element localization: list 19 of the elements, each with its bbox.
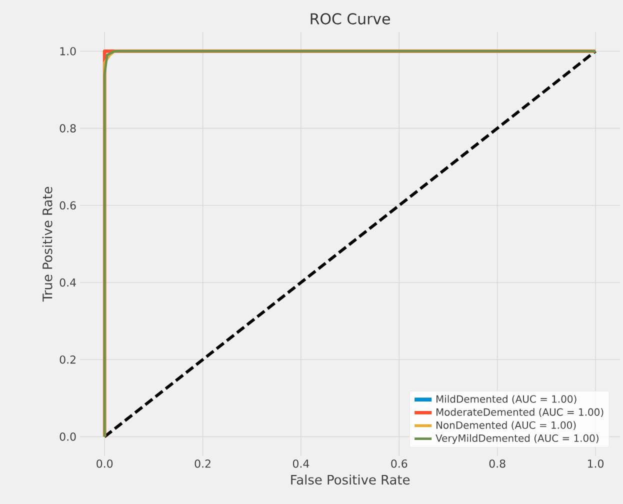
legend-label: VeryMildDemented (AUC = 1.00) [436, 434, 598, 444]
x-axis-title: False Positive Rate [291, 474, 410, 485]
legend-label: NonDemented (AUC = 1.00) [436, 421, 576, 430]
x-tick-label: 0.2 [194, 459, 210, 468]
y-tick-label: 0.0 [60, 432, 76, 441]
x-tick-label: 1.0 [588, 459, 604, 468]
y-axis-title: True Positive Rate [42, 186, 52, 302]
legend-label: MildDemented (AUC = 1.00) [436, 395, 576, 404]
x-tick-label: 0.8 [489, 459, 506, 468]
x-tick-label: 0.6 [391, 459, 408, 468]
y-tick-label: 0.8 [60, 124, 76, 132]
y-tick-label: 0.4 [60, 278, 76, 287]
y-tick-label: 0.6 [60, 201, 76, 210]
chart-title: ROC Curve [310, 13, 390, 24]
y-tick-label: 0.2 [60, 355, 76, 364]
x-tick-label: 0.0 [96, 459, 113, 468]
x-tick-label: 0.4 [292, 459, 310, 468]
legend-label: ModerateDemented (AUC = 1.00) [436, 408, 604, 418]
y-tick-label: 1.0 [60, 47, 76, 56]
